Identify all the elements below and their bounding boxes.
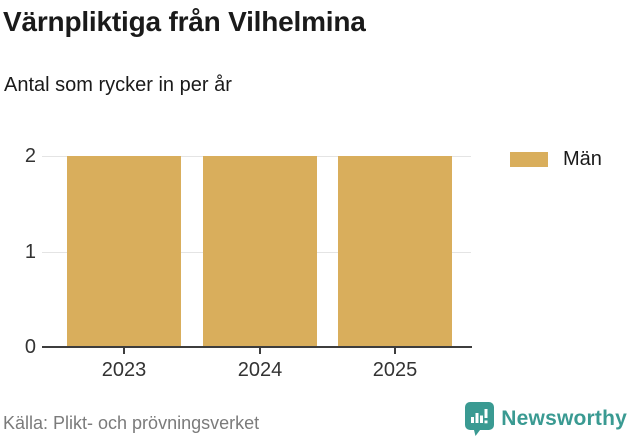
- x-axis-tickmark-2025: [394, 348, 396, 354]
- newsworthy-bubble-icon: [465, 402, 495, 436]
- newsworthy-wordmark: Newsworthy: [501, 407, 627, 430]
- x-axis-label-2025: 2025: [372, 359, 418, 381]
- chart-title: Värnpliktiga från Vilhelmina: [3, 6, 366, 37]
- x-axis-tickmark-2024: [259, 348, 261, 354]
- bar-2023: [67, 156, 181, 347]
- y-axis-tick-1: 1: [24, 241, 36, 263]
- bar-2025: [338, 156, 452, 347]
- legend: Män: [510, 148, 602, 171]
- legend-swatch-man: [510, 152, 548, 167]
- chart-subtitle: Antal som rycker in per år: [4, 74, 232, 96]
- x-axis-label-2024: 2024: [237, 359, 283, 381]
- y-axis-tick-0: 0: [24, 336, 36, 358]
- bar-2024: [203, 156, 317, 347]
- x-axis-label-2023: 2023: [101, 359, 147, 381]
- x-axis-tickmark-2023: [123, 348, 125, 354]
- newsworthy-logo: Newsworthy: [465, 402, 627, 436]
- y-axis-tick-2: 2: [24, 145, 36, 167]
- source-note: Källa: Plikt- och prövningsverket: [3, 413, 260, 433]
- x-axis-line: [42, 346, 472, 348]
- legend-label-man: Män: [563, 148, 602, 170]
